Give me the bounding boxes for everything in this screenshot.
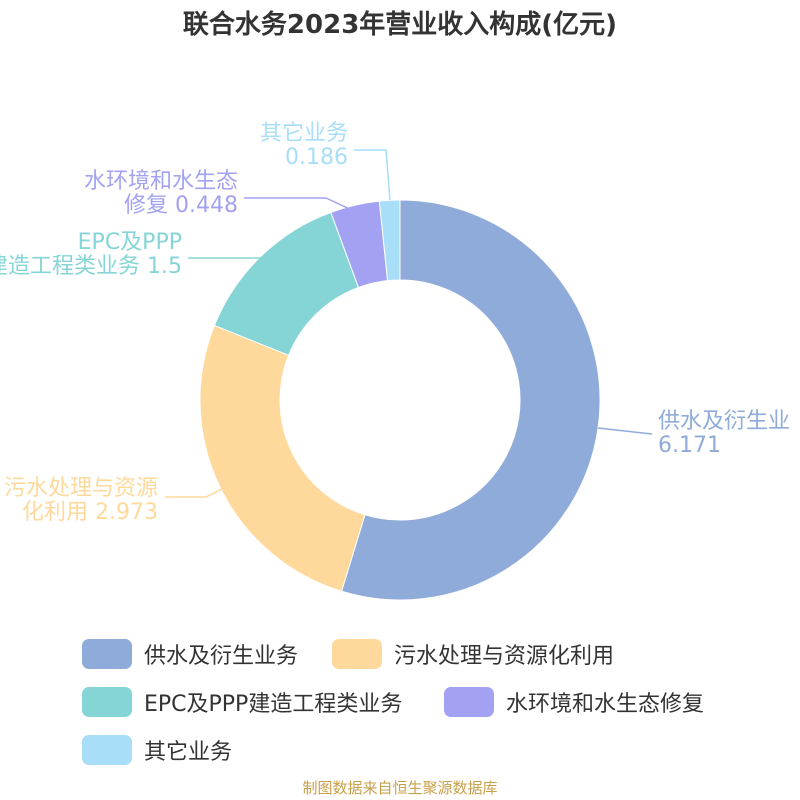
legend-item-other[interactable]: 其它业务: [82, 734, 232, 766]
legend-swatch-sewage: [332, 639, 382, 669]
legend-swatch-ecology: [444, 687, 494, 717]
leader-line-sewage: [165, 481, 237, 498]
slice-epc-ppp[interactable]: [213, 211, 360, 356]
data-label-ecology: 水环境和水生态修复 0.448: [84, 169, 238, 218]
legend-item-water-supply[interactable]: 供水及衍生业务: [82, 638, 298, 670]
leader-line-ecology: [244, 197, 357, 213]
data-label-line2-ecology: 修复 0.448: [124, 193, 238, 218]
legend-swatch-other: [82, 735, 132, 765]
legend-label-sewage: 污水处理与资源化利用: [394, 644, 615, 669]
data-label-line2-sewage: 化利用 2.973: [22, 500, 158, 525]
legend-swatch-epc-ppp: [82, 687, 132, 717]
legend-label-other: 其它业务: [144, 740, 233, 765]
data-label-line1-other: 其它业务: [260, 121, 348, 146]
slice-sewage[interactable]: [199, 324, 366, 592]
leader-line-water-supply: [597, 427, 653, 435]
data-label-line2-other: 0.186: [285, 145, 348, 170]
legend-label-water-supply: 供水及衍生业务: [144, 644, 299, 669]
data-label-sewage: 污水处理与资源化利用 2.973: [4, 476, 158, 525]
legend-item-sewage[interactable]: 污水处理与资源化利用: [332, 638, 614, 670]
data-label-line2-water-supply: 6.171: [658, 433, 721, 458]
donut-slices: [199, 199, 601, 601]
data-label-line1-sewage: 污水处理与资源: [4, 476, 158, 501]
data-label-water-supply: 供水及衍生业 6.171: [658, 409, 790, 458]
slice-water-supply[interactable]: [340, 199, 601, 601]
data-label-line1-epc-ppp: EPC及PPP: [78, 230, 182, 255]
leader-lines: [165, 149, 653, 498]
source-note: 制图数据来自恒生聚源数据库: [302, 779, 498, 797]
data-label-other: 其它业务 0.186: [260, 121, 348, 170]
data-label-epc-ppp: EPC及PPP 建造工程类业务 1.5: [0, 230, 182, 279]
data-label-line1-ecology: 水环境和水生态: [84, 169, 238, 194]
chart-title: 联合水务2023年营业收入构成(亿元): [182, 10, 618, 40]
legend-item-epc-ppp[interactable]: EPC及PPP建造工程类业务: [82, 686, 402, 718]
legend-swatch-water-supply: [82, 639, 132, 669]
data-labels: 供水及衍生业 6.171 污水处理与资源化利用 2.973 EPC及PPP 建造工程类业…: [0, 121, 790, 525]
legend-label-epc-ppp: EPC及PPP建造工程类业务: [144, 692, 403, 717]
data-label-line2-epc-ppp: 建造工程类业务 1.5: [0, 254, 182, 279]
data-label-line1-water-supply: 供水及衍生业: [658, 409, 790, 434]
legend-item-ecology[interactable]: 水环境和水生态修复: [444, 686, 704, 718]
legend-label-ecology: 水环境和水生态修复: [506, 692, 705, 717]
leader-line-other: [354, 149, 391, 201]
slice-other[interactable]: [378, 199, 401, 282]
